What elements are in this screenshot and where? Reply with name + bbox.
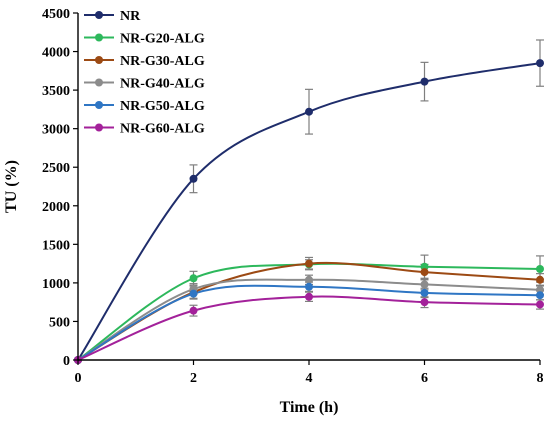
nr-g30-alg-legend-label: NR-G30-ALG <box>120 54 205 69</box>
nr-point <box>189 174 198 183</box>
y-tick-label: 0 <box>63 354 70 369</box>
nr-g40-alg-legend-label: NR-G40-ALG <box>120 77 205 92</box>
nr-g50-alg-point <box>536 291 544 300</box>
y-tick-label: 3000 <box>42 123 70 138</box>
nr-g60-alg-point <box>305 292 313 301</box>
nr-g60-alg-point <box>189 306 198 315</box>
nr-point <box>420 77 429 86</box>
nr-g60-alg-point <box>420 298 429 307</box>
nr-g20-alg-point <box>189 274 198 283</box>
nr-g40-alg-point <box>420 280 429 289</box>
y-tick-label: 2500 <box>42 161 70 176</box>
nr-g60-alg-legend-marker <box>95 123 103 132</box>
nr-legend-marker <box>95 11 103 19</box>
y-axis-title: TU (%) <box>3 160 20 213</box>
nr-line <box>77 62 541 361</box>
y-tick-label: 1500 <box>42 238 70 253</box>
nr-g40-alg-point <box>305 275 313 284</box>
nr-g50-alg-legend-marker <box>95 101 103 109</box>
x-tick-label: 4 <box>306 371 313 386</box>
y-tick-label: 4000 <box>42 46 70 61</box>
nr-g30-alg-legend-marker <box>95 56 103 64</box>
x-tick-label: 8 <box>537 371 544 386</box>
y-tick-label: 3500 <box>42 84 70 99</box>
nr-g50-alg-point <box>420 288 429 297</box>
x-tick-label: 2 <box>190 371 197 386</box>
nr-g20-alg-legend-label: NR-G20-ALG <box>120 32 205 47</box>
nr-point <box>536 59 544 68</box>
nr-g60-alg-legend-label: NR-G60-ALG <box>120 122 205 137</box>
nr-g30-alg-point <box>420 268 429 277</box>
nr-g20-alg-legend-marker <box>95 33 103 42</box>
nr-point <box>305 107 313 116</box>
y-tick-label: 2000 <box>42 200 70 215</box>
y-tick-label: 500 <box>49 315 70 330</box>
nr-g50-alg-point <box>189 289 198 298</box>
y-tick-label: 4500 <box>42 7 70 22</box>
nr-g40-alg-legend-marker <box>95 78 103 87</box>
x-tick-label: 6 <box>421 371 428 386</box>
nr-g30-alg-point <box>536 275 544 284</box>
nr-legend-label: NR <box>120 9 141 24</box>
nr-g60-alg-point <box>536 300 544 309</box>
x-axis-ticks: 0 2 4 6 8 <box>75 360 544 386</box>
nr-g20-alg-point <box>536 265 544 274</box>
nr-g50-alg-legend-label: NR-G50-ALG <box>120 99 205 114</box>
y-axis-ticks: 0 500 1000 1500 2000 2500 3000 3500 4000 4500 <box>42 7 78 369</box>
nr-g30-alg-point <box>305 259 313 268</box>
y-tick-label: 1000 <box>42 277 70 292</box>
legend: NR NR-G20-ALG NR-G30-ALG NR-G40-ALG NR-G50-A… <box>84 9 205 137</box>
x-axis-title: Time (h) <box>280 399 339 416</box>
nr-g50-alg-point <box>305 282 313 291</box>
x-tick-label: 0 <box>75 371 82 386</box>
